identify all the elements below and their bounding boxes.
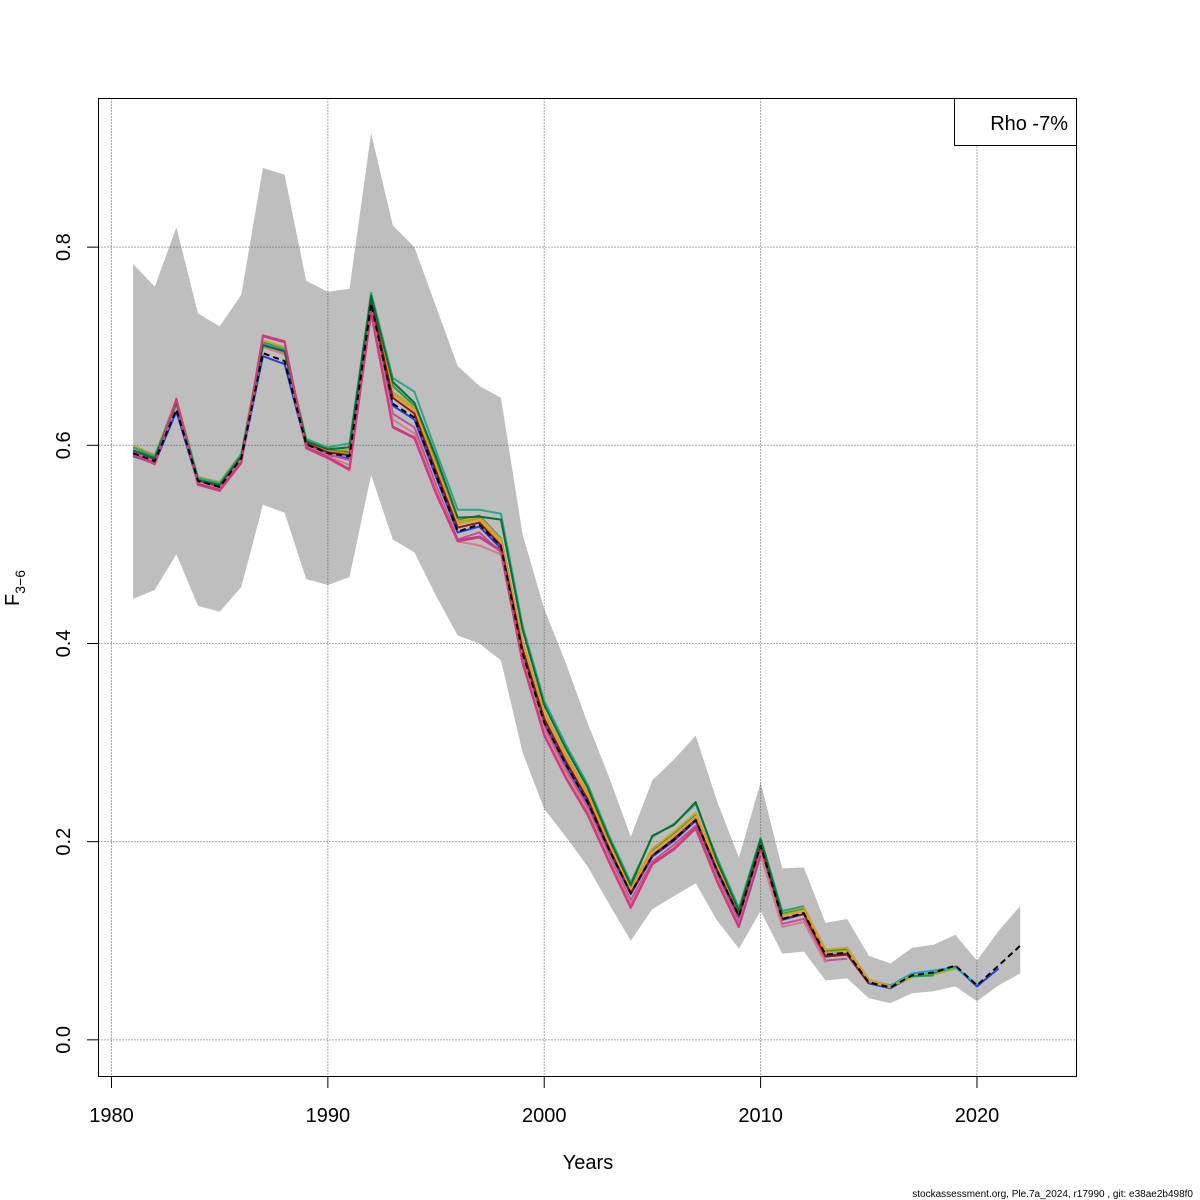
y-tick-label-0.8: 0.8 — [53, 233, 75, 261]
confidence-band — [133, 133, 1021, 1004]
x-tick-label-2020: 2020 — [955, 1105, 1000, 1127]
legend-box — [954, 98, 1077, 146]
x-tick-label-2010: 2010 — [738, 1105, 783, 1127]
y-axis-title: F3−6 — [2, 570, 28, 606]
x-tick-label-1980: 1980 — [89, 1105, 134, 1127]
series-line-base — [132, 302, 1021, 989]
footer-note: stockassessment.org, Ple.7a_2024, r17990… — [912, 1189, 1193, 1200]
legend-label: Rho -7% — [990, 113, 1068, 135]
y-axis: 0.0 0.2 0.4 0.6 0.8 — [53, 233, 99, 1054]
x-tick-label-1990: 1990 — [306, 1105, 351, 1127]
legend: Rho -7% — [954, 98, 1077, 146]
confidence-band-layer — [133, 133, 1021, 1004]
svg-text:F3−6: F3−6 — [2, 570, 28, 606]
y-tick-label-0.6: 0.6 — [53, 431, 75, 459]
x-axis: 1980 1990 2000 2010 2020 — [89, 1076, 1000, 1127]
series-line-peel-13 — [132, 312, 740, 929]
y-tick-label-0.0: 0.0 — [53, 1026, 75, 1054]
y-tick-label-0.4: 0.4 — [53, 630, 75, 658]
x-tick-label-2000: 2000 — [522, 1105, 567, 1127]
y-axis-title-main: F — [2, 594, 24, 606]
y-axis-title-sub: 3−6 — [12, 570, 28, 594]
series-layer — [132, 291, 1021, 990]
y-tick-label-0.2: 0.2 — [53, 828, 75, 856]
grid-layer — [98, 98, 1077, 1077]
x-axis-title: Years — [563, 1152, 613, 1174]
